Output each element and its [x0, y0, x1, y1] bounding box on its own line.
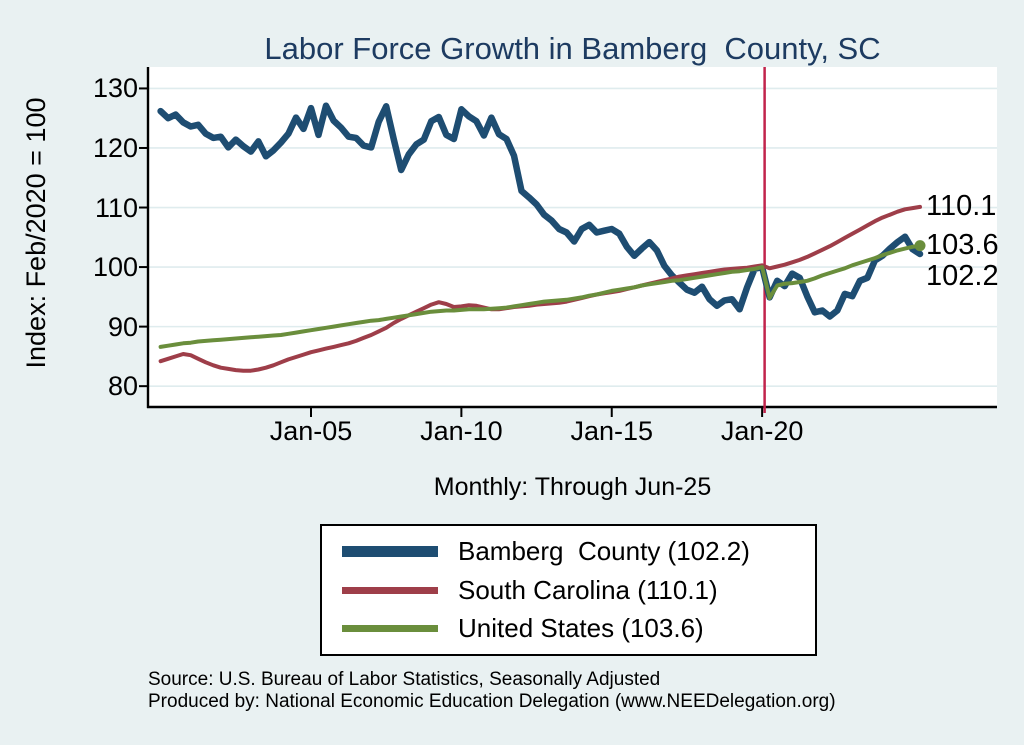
- source-line: Produced by: National Economic Education…: [148, 690, 836, 712]
- legend-item: Bamberg County (102.2): [342, 532, 797, 571]
- source-line: Source: U.S. Bureau of Labor Statistics,…: [148, 669, 661, 690]
- x-tick-label: Jan-10: [420, 416, 503, 446]
- y-tick-label: 110: [94, 192, 138, 223]
- legend-item: United States (103.6): [342, 609, 797, 648]
- legend-swatch-bamberg-county: [342, 545, 438, 557]
- legend: Bamberg County (102.2) South Carolina (1…: [320, 524, 817, 656]
- series-end-value-label: 102.2: [926, 259, 999, 292]
- y-tick-label: 80: [107, 371, 138, 402]
- x-tick-label: Jan-05: [269, 416, 353, 446]
- chart-title: Labor Force Growth in Bamberg County, SC: [264, 31, 881, 66]
- legend-label: United States (103.6): [458, 613, 704, 644]
- legend-swatch-united-states: [342, 625, 438, 633]
- series-end-value-label: 110.1: [926, 189, 997, 222]
- y-tick-label: 90: [107, 311, 138, 342]
- legend-label: South Carolina (110.1): [458, 574, 718, 605]
- series-line-south-carolina: [158, 204, 922, 373]
- series-end-marker-united-states: [914, 240, 926, 252]
- y-tick-label: 130: [92, 73, 138, 104]
- series-line-bamberg-county: [157, 102, 924, 320]
- legend-swatch-south-carolina: [342, 586, 438, 594]
- y-tick-label: 100: [92, 252, 138, 283]
- series-end-value-label: 103.6: [926, 228, 999, 261]
- x-axis-subtitle: Monthly: Through Jun-25: [433, 473, 712, 501]
- x-tick-label: Jan-20: [720, 416, 804, 446]
- legend-item: South Carolina (110.1): [342, 571, 797, 610]
- series-line-united-states: [158, 243, 922, 349]
- x-tick-label: Jan-15: [570, 416, 654, 446]
- legend-label: Bamberg County (102.2): [458, 535, 750, 566]
- source-notes: Source: U.S. Bureau of Labor Statistics,…: [148, 669, 836, 712]
- y-tick-label: 120: [92, 132, 138, 163]
